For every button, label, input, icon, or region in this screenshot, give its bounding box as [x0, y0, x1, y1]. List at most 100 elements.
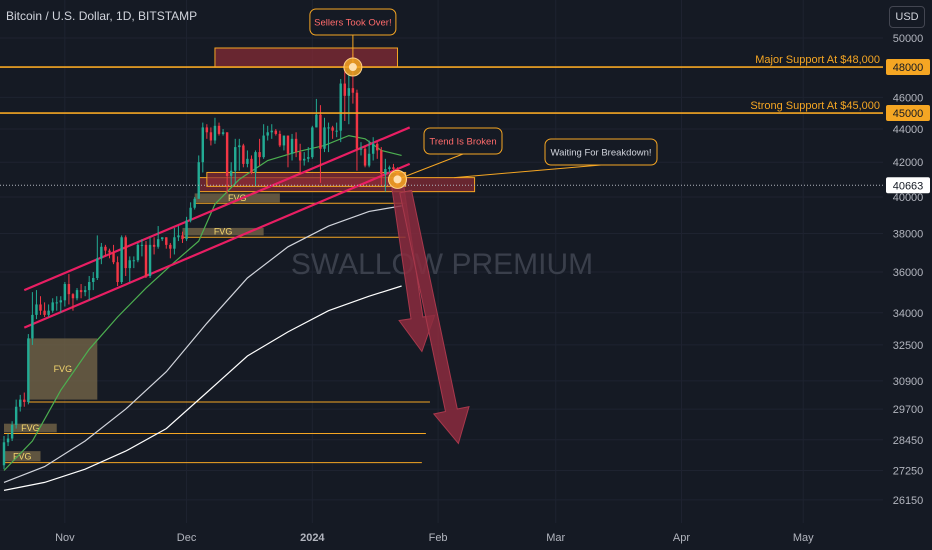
- price-tick-label: 29700: [893, 404, 924, 416]
- supply-zone: [214, 47, 399, 68]
- projection-arrow: [399, 189, 470, 445]
- candle-body: [217, 125, 221, 134]
- candle-body: [221, 132, 225, 134]
- candle-body: [108, 250, 111, 253]
- candle-body: [298, 152, 302, 161]
- candle-body: [270, 130, 273, 133]
- last-price-tag: [886, 177, 930, 194]
- price-tick-label: 38000: [893, 229, 924, 241]
- currency-button[interactable]: USD: [889, 6, 925, 28]
- candle-body: [185, 220, 188, 240]
- time-axis: Nov Dec 2024 Feb Mar Apr May: [0, 523, 883, 550]
- candle-body: [380, 150, 383, 175]
- candle-body: [51, 302, 54, 311]
- candle-body: [71, 294, 75, 299]
- candle-body: [307, 157, 310, 159]
- candle-body: [250, 158, 253, 173]
- last-price-tag-label: 40663: [893, 180, 924, 192]
- candle-body: [35, 304, 38, 315]
- price-axis: 50000 46000 44000 42000 40000 38000 36000 34000…: [883, 0, 932, 550]
- candle-body: [392, 167, 395, 170]
- candle-body: [55, 302, 58, 304]
- candle-body: [384, 169, 387, 175]
- highlight-marker-core: [348, 63, 357, 72]
- callouts: Sellers Took Over! Trend Is Broken Waiting…: [309, 8, 658, 189]
- fvg-label: FVG: [21, 423, 40, 433]
- time-tick-label: Feb: [429, 532, 448, 544]
- candle-body: [266, 132, 269, 136]
- candle-body: [290, 138, 294, 154]
- candle-body: [140, 244, 144, 246]
- candle-body: [201, 127, 205, 163]
- candle-body: [331, 127, 334, 131]
- time-axis-background: [0, 523, 883, 550]
- candle-body: [124, 237, 127, 269]
- fvg-label: FVG: [13, 451, 32, 461]
- candle-body: [19, 399, 22, 407]
- callout-sellers-box: [309, 8, 397, 36]
- candle-body: [197, 162, 200, 199]
- candle-body: [234, 147, 237, 171]
- moving-averages: [3, 134, 402, 491]
- level-tag-label: 45000: [893, 108, 924, 120]
- candle-body: [83, 290, 87, 293]
- watermark: SWALLOW PREMIUM: [291, 248, 593, 281]
- candle-body: [112, 252, 115, 263]
- candle-body: [282, 135, 286, 146]
- price-tick-label: 27250: [893, 465, 924, 477]
- time-tick-label: Apr: [673, 532, 690, 544]
- candle-body: [116, 262, 119, 283]
- callout-trend-pointer: [397, 153, 464, 180]
- support-level-label: Major Support At $48,000: [755, 54, 880, 66]
- candle-body: [246, 158, 249, 164]
- candle-body: [335, 130, 338, 132]
- callout-sellers-text: Sellers Took Over!: [314, 18, 391, 29]
- candle-body: [254, 152, 257, 173]
- candle-body: [363, 148, 367, 166]
- candle-body: [347, 88, 351, 96]
- candle-body: [132, 260, 136, 262]
- callout-waiting-box: [544, 138, 658, 166]
- fvg-boxes: FVG FVG FVG FVG FVG: [4, 193, 430, 464]
- candle-body: [274, 130, 278, 134]
- candle-body: [173, 237, 176, 249]
- candle-body: [177, 235, 180, 238]
- candle-body: [327, 127, 330, 129]
- candle-body: [371, 143, 375, 154]
- candle-body: [242, 145, 245, 164]
- candle-body: [339, 83, 342, 131]
- time-tick-label: May: [793, 532, 814, 544]
- candle-body: [169, 244, 172, 249]
- channel-lower-line: [23, 162, 411, 329]
- candle-body: [87, 282, 91, 291]
- candle-body: [315, 114, 318, 128]
- candle-body: [152, 244, 156, 247]
- candle-body: [351, 88, 355, 93]
- candle-body: [225, 132, 229, 176]
- fvg-box: [194, 193, 280, 203]
- candles: [2, 53, 399, 470]
- price-tick-label: 50000: [893, 33, 924, 45]
- fvg-box: [182, 227, 264, 236]
- price-tick-label: 28450: [893, 435, 924, 447]
- candle-body: [100, 246, 103, 259]
- channel: [23, 126, 411, 329]
- price-tick-label: 40000: [893, 192, 924, 204]
- candle-body: [156, 239, 160, 247]
- moving-average-line: [3, 285, 402, 491]
- candle-body: [14, 406, 18, 425]
- price-tick-label: 32500: [893, 340, 924, 352]
- candle-body: [136, 244, 140, 261]
- time-tick-label: Mar: [546, 532, 565, 544]
- candle-body: [2, 442, 6, 466]
- candle-body: [39, 304, 42, 311]
- candle-body: [189, 207, 192, 221]
- callout-waiting-pointer: [454, 164, 602, 179]
- candle-body: [104, 246, 107, 251]
- fvg-label: FVG: [54, 364, 73, 374]
- candle-body: [376, 143, 379, 151]
- candle-body: [238, 145, 241, 148]
- price-axis-background: [883, 0, 932, 550]
- level-tag-label: 48000: [893, 62, 924, 74]
